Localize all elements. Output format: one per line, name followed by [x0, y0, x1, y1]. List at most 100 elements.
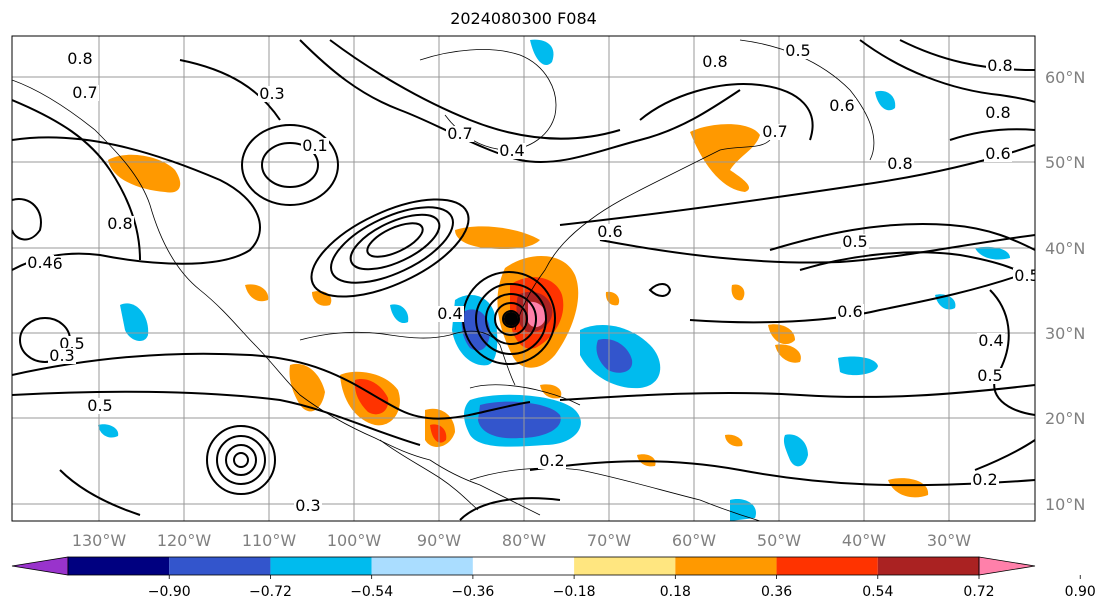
contour-label: 0.6 — [837, 302, 862, 321]
contour-label: 0.2 — [972, 470, 997, 489]
longitude-label: 120°W — [157, 531, 212, 550]
negative-anomaly-patch — [975, 246, 1010, 260]
negative-anomaly-patch — [120, 303, 149, 342]
contour-label: 0.1 — [302, 136, 327, 155]
contour-label-bg — [106, 216, 134, 232]
contour-label-bg — [986, 58, 1014, 74]
colorbar-segment — [270, 557, 372, 575]
contour-label-bg — [66, 51, 94, 67]
latitude-label: 10°N — [1045, 495, 1085, 514]
contour-label: 0.8 — [107, 214, 132, 233]
contour-label: 0.6 — [985, 144, 1010, 163]
positive-anomaly-patch — [731, 284, 745, 301]
contour-label-bg — [976, 368, 1004, 384]
map-frame — [11, 35, 1036, 522]
longitude-label: 40°W — [842, 531, 886, 550]
contour-label: 0.4 — [499, 141, 524, 160]
contour-label-bg — [836, 304, 864, 320]
greenland-coastline — [739, 39, 875, 161]
colorbar-extend-high — [978, 556, 1036, 576]
contour-label-layer: 0.8 0.7 0.6 0.3 0.8 0.5 0.4 0.3 0.1 0.8 0.8 0.4 0.6 0… — [26, 41, 1039, 515]
contour-label: 0.8 — [985, 103, 1010, 122]
contour-label-bg — [784, 43, 812, 59]
contour-label: 0.4 — [978, 331, 1003, 350]
negative-anomaly-patch — [875, 90, 896, 111]
latitude-label: 30°N — [1045, 324, 1085, 343]
colorbar-segment — [877, 557, 979, 575]
longitude-label: 60°W — [672, 531, 716, 550]
contour-label-bg — [538, 453, 566, 469]
negative-anomaly-patch — [596, 339, 633, 373]
contour-label: 0.8 — [67, 49, 92, 68]
colorbar-tick-label: 0.72 — [963, 584, 994, 600]
contour-label: 0.3 — [295, 496, 320, 515]
positive-anomaly-patch — [455, 226, 540, 250]
colorbar-extend-low — [11, 556, 69, 576]
contour-label: 0.5 — [842, 232, 867, 251]
contour-label-bg — [977, 333, 1005, 349]
colorbar-segment — [169, 557, 271, 575]
latitude-label: 40°N — [1045, 239, 1085, 258]
storm-center-marker — [504, 312, 518, 326]
contour-label-bg — [828, 98, 856, 114]
contour-label-bg — [86, 398, 114, 414]
negative-anomaly-patch — [390, 304, 409, 324]
colorbar-segment — [574, 557, 676, 575]
longitude-labels: 130°W 120°W 110°W 100°W 90°W 80°W 70°W 60°W 50°W… — [72, 531, 971, 550]
longitude-label: 30°W — [927, 531, 971, 550]
latitude-label: 20°N — [1045, 409, 1085, 428]
contour-label-bg — [841, 234, 869, 250]
contour-label: 0.5 — [1014, 266, 1039, 285]
colorbar-tick-label: 0.36 — [761, 584, 792, 600]
contour-label-bg — [984, 146, 1012, 162]
contour-label-bg — [498, 143, 526, 159]
contour-label: 0.8 — [887, 154, 912, 173]
colorbar-tick-label: −0.36 — [451, 584, 494, 600]
contour-label-bg — [886, 156, 914, 172]
contour-label-bg — [984, 105, 1012, 121]
colorbar-outline — [67, 556, 980, 576]
contour-label: 0.4 — [27, 253, 52, 272]
contour-label-bg — [596, 224, 624, 240]
colorbar-tick-label: 0.54 — [862, 584, 893, 600]
map-title: 2024080300 F084 — [450, 9, 597, 28]
positive-anomaly-patch — [289, 363, 325, 412]
contour-label: 0.8 — [987, 56, 1012, 75]
east-coastline — [514, 139, 771, 331]
contour-label-bg — [971, 472, 999, 488]
contour-label-bg — [436, 306, 464, 322]
lat-lon-grid — [12, 36, 1035, 521]
positive-anomaly-patch — [888, 478, 929, 498]
negative-anomaly-patch — [783, 434, 808, 467]
colorbar-segment — [472, 557, 575, 575]
contour-label: 0.5 — [87, 396, 112, 415]
longitude-label: 110°W — [242, 531, 297, 550]
contour-label: 0.4 — [437, 304, 462, 323]
colorbar-tick-label: 0.18 — [660, 584, 691, 600]
longitude-label: 90°W — [417, 531, 461, 550]
negative-anomaly-patch — [530, 39, 554, 66]
colorbar-segment — [68, 557, 170, 575]
latitude-label: 50°N — [1045, 153, 1085, 172]
latitude-labels: 60°N 50°N 40°N 30°N 20°N 10°N — [1045, 68, 1085, 514]
negative-anomaly-patch — [98, 424, 119, 438]
contour-lines — [12, 39, 1035, 521]
colorbar-segment — [776, 557, 878, 575]
positive-anomaly-patch — [690, 124, 760, 192]
colorbar-tick-label: −0.72 — [249, 584, 292, 600]
contour-label-bg — [48, 348, 76, 364]
hudson-bay-coastline — [419, 49, 557, 151]
contour-label-bg — [26, 255, 54, 271]
contour-label-bg — [294, 498, 322, 514]
gulf-coastline — [299, 330, 516, 386]
contour-label-bg — [446, 126, 474, 142]
contour-label-bg — [701, 54, 729, 70]
longitude-label: 80°W — [502, 531, 546, 550]
central-america-coastline — [379, 439, 479, 511]
colorbar-tick-label: 0.90 — [1065, 584, 1096, 600]
contour-label-bg — [258, 86, 286, 102]
positive-anomaly-patch — [725, 434, 743, 447]
positive-anomaly-patch — [528, 301, 546, 328]
positive-anomaly-patch — [775, 344, 801, 363]
